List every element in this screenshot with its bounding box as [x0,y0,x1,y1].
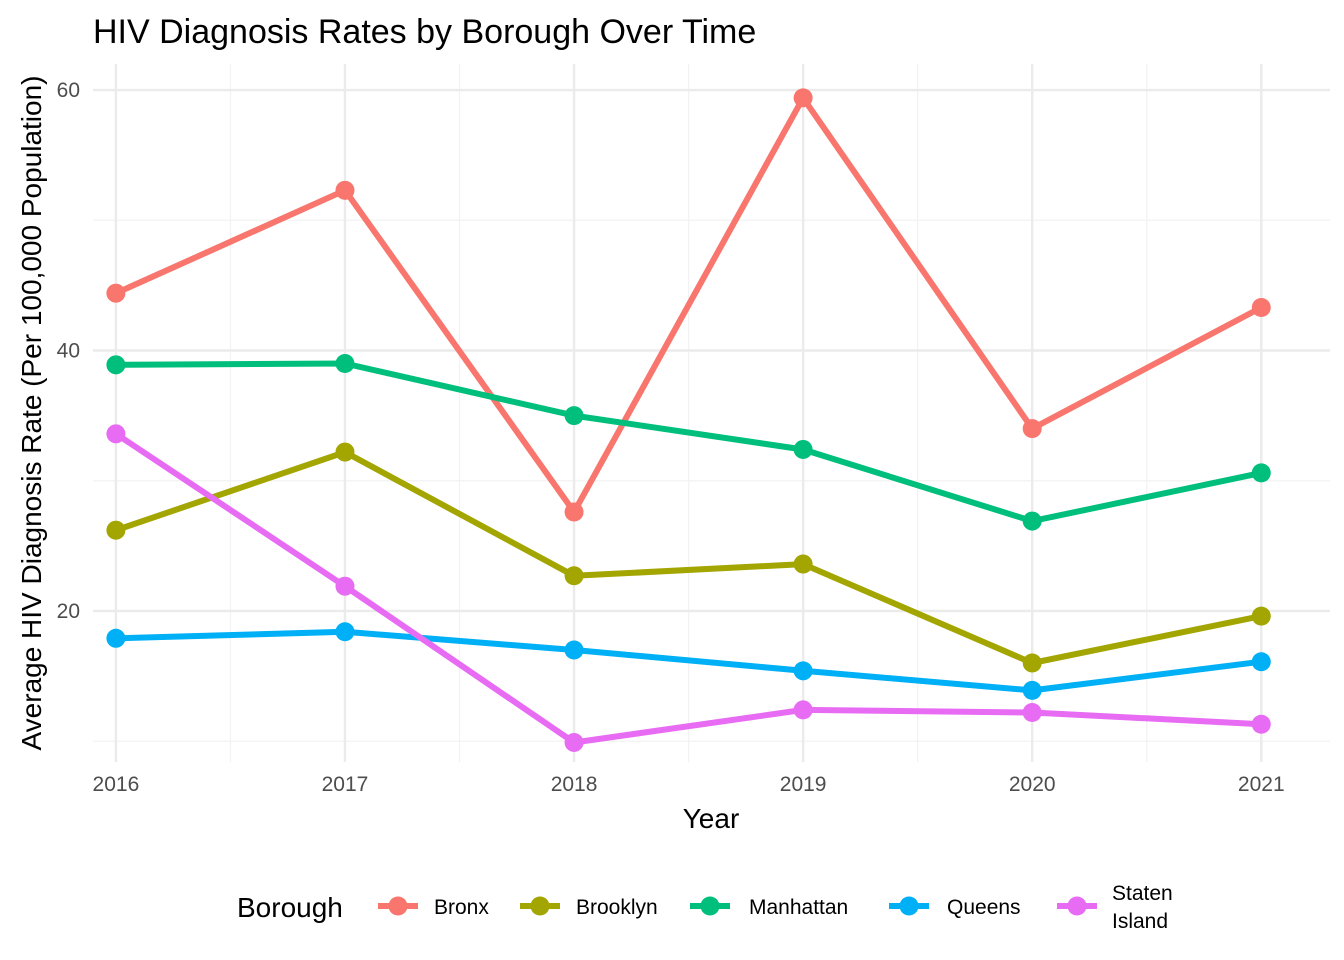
legend-key-point [530,896,550,916]
legend-item: Queens [889,896,1021,919]
y-tick-label: 20 [57,600,80,623]
minor-gridlines-x [229,64,1148,762]
data-point [564,732,584,752]
data-point [106,283,126,303]
data-point [335,622,355,642]
y-axis-title: Average HIV Diagnosis Rate (Per 100,000 … [16,76,47,751]
x-tick-label: 2020 [1009,773,1056,796]
series-line [115,628,1262,694]
legend-key-point [1067,896,1087,916]
data-point [793,700,813,720]
x-tick-label: 2021 [1238,773,1285,796]
legend-label: Manhattan [749,896,848,919]
data-point [1022,653,1042,673]
data-point [1251,298,1271,318]
series-line [114,449,1262,666]
data-point [106,628,126,648]
data-point [106,424,126,444]
series-line [114,431,1262,746]
x-tick-label: 2019 [780,773,827,796]
data-point [793,661,813,681]
x-tick-label: 2018 [551,773,598,796]
data-point [564,502,584,522]
data-point [793,554,813,574]
data-point [793,88,813,108]
legend-label: Bronx [434,896,489,919]
legend-item: Brooklyn [520,896,658,919]
series-line [114,94,1263,515]
y-tick-label: 40 [57,339,80,362]
legend-item: Staten Island [1057,882,1173,933]
data-point [106,520,126,540]
x-axis-title: Year [683,803,740,834]
data-point [564,566,584,586]
chart-title: HIV Diagnosis Rates by Borough Over Time [93,13,756,51]
legend-label: Brooklyn [576,896,658,919]
data-point [1022,703,1042,723]
data-point [335,354,355,374]
data-point [564,640,584,660]
series-line [115,360,1262,525]
legend: Borough Bronx Brooklyn Manhattan Queens Stat… [237,882,1173,933]
legend-label: Queens [947,896,1021,919]
legend-key-point [700,896,720,916]
series-points [106,88,1271,752]
data-point [1251,463,1271,483]
data-point [1251,652,1271,672]
series-lines [114,94,1263,746]
legend-key-point [899,896,919,916]
data-point [106,355,126,375]
data-point [1022,511,1042,531]
legend-title: Borough [237,892,343,923]
x-tick-label: 2017 [322,773,369,796]
data-point [1251,606,1271,626]
data-point [793,439,813,459]
legend-label: Staten Island [1112,882,1173,933]
data-point [335,180,355,200]
minor-gridlines-y [93,219,1330,742]
data-point [1022,419,1042,439]
major-gridlines-y [93,88,1330,613]
data-point [1251,714,1271,734]
legend-item: Manhattan [690,896,848,919]
data-point [1022,680,1042,700]
legend-items: Bronx Brooklyn Manhattan Queens Staten Island [378,882,1173,933]
data-point [335,442,355,462]
x-axis-tick-labels: 2016 2017 2018 2019 2020 2021 [93,773,1285,796]
y-axis-tick-labels: 20 40 60 [57,79,80,623]
legend-item: Bronx [378,896,489,919]
x-tick-label: 2016 [93,773,140,796]
y-tick-label: 60 [57,79,80,102]
data-point [564,406,584,426]
legend-key-point [388,896,408,916]
data-point [335,576,355,596]
